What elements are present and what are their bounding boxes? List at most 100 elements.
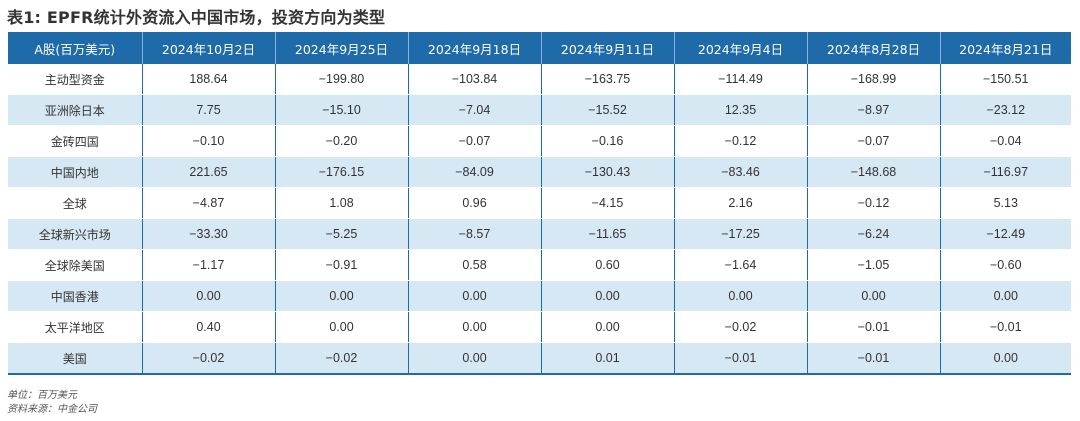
table-cell: −0.10	[141, 125, 275, 157]
header-cell: 2024年9月11日	[540, 32, 674, 64]
table-cell: −0.60	[939, 249, 1071, 281]
table-cell: 0.00	[274, 280, 408, 312]
table-cell: 7.75	[141, 94, 275, 126]
table-row: 太平洋地区 0.40 0.00 0.00 0.00 −0.02 −0.01 −0…	[8, 311, 1071, 343]
row-label: 金砖四国	[8, 125, 142, 157]
table-cell: −15.10	[274, 94, 408, 126]
table-cell: 0.00	[939, 280, 1071, 312]
table-cell: −0.04	[939, 125, 1071, 157]
table-cell: 0.40	[141, 311, 275, 343]
row-label: 亚洲除日本	[8, 94, 142, 126]
table-cell: −0.12	[673, 125, 807, 157]
table-cell: −83.46	[673, 156, 807, 188]
table-row: 主动型资金 188.64 −199.80 −103.84 −163.75 −11…	[8, 64, 1071, 95]
table-cell: −1.64	[673, 249, 807, 281]
table-cell: 0.00	[407, 342, 541, 375]
table-cell: −0.20	[274, 125, 408, 157]
table-cell: −8.97	[806, 94, 940, 126]
table-cell: −0.91	[274, 249, 408, 281]
table-cell: 0.00	[540, 280, 674, 312]
row-label: 美国	[8, 342, 142, 375]
table-cell: 5.13	[939, 187, 1071, 219]
table-cell: −8.57	[407, 218, 541, 250]
table-cell: −0.01	[939, 311, 1071, 343]
table-row: 中国内地 221.65 −176.15 −84.09 −130.43 −83.4…	[8, 156, 1071, 188]
table-cell: 221.65	[141, 156, 275, 188]
table-cell: −6.24	[806, 218, 940, 250]
row-label: 全球除美国	[8, 249, 142, 281]
table-cell: −1.05	[806, 249, 940, 281]
table-cell: −0.01	[806, 342, 940, 375]
table-header-row: A股(百万美元) 2024年10月2日 2024年9月25日 2024年9月18…	[8, 32, 1071, 64]
header-cell: 2024年9月18日	[407, 32, 541, 64]
epfr-flow-table: A股(百万美元) 2024年10月2日 2024年9月25日 2024年9月18…	[8, 32, 1071, 375]
table-cell: −0.16	[540, 125, 674, 157]
table-cell: −12.49	[939, 218, 1071, 250]
unit-note: 单位：百万美元	[7, 390, 77, 401]
table-cell: −0.02	[274, 342, 408, 375]
table-cell: −23.12	[939, 94, 1071, 126]
table-cell: 0.00	[274, 311, 408, 343]
table-cell: 0.00	[939, 342, 1071, 375]
table-cell: −199.80	[274, 64, 408, 95]
header-cell: 2024年8月28日	[806, 32, 940, 64]
table-cell: −0.02	[673, 311, 807, 343]
table-cell: 2.16	[673, 187, 807, 219]
table-cell: −116.97	[939, 156, 1071, 188]
table-cell: −17.25	[673, 218, 807, 250]
table-cell: −168.99	[806, 64, 940, 95]
table-row: 全球 −4.87 1.08 0.96 −4.15 2.16 −0.12 5.13	[8, 187, 1071, 219]
table-cell: −15.52	[540, 94, 674, 126]
table-cell: −7.04	[407, 94, 541, 126]
row-label: 全球	[8, 187, 142, 219]
table-row: 全球新兴市场 −33.30 −5.25 −8.57 −11.65 −17.25 …	[8, 218, 1071, 250]
row-label: 太平洋地区	[8, 311, 142, 343]
table-row: 金砖四国 −0.10 −0.20 −0.07 −0.16 −0.12 −0.07…	[8, 125, 1071, 157]
table-cell: −0.07	[407, 125, 541, 157]
table-cell: −0.01	[806, 311, 940, 343]
table-cell: −150.51	[939, 64, 1071, 95]
table-cell: 0.00	[540, 311, 674, 343]
table-row: 亚洲除日本 7.75 −15.10 −7.04 −15.52 12.35 −8.…	[8, 94, 1071, 126]
table-title: 表1: EPFR统计外资流入中国市场，投资方向为类型	[7, 8, 386, 27]
table-cell: −5.25	[274, 218, 408, 250]
table-cell: 188.64	[141, 64, 275, 95]
table-cell: −11.65	[540, 218, 674, 250]
table-cell: −1.17	[141, 249, 275, 281]
table-cell: 0.01	[540, 342, 674, 375]
table-cell: −103.84	[407, 64, 541, 95]
table-cell: −0.07	[806, 125, 940, 157]
table-cell: 0.00	[673, 280, 807, 312]
table-cell: −33.30	[141, 218, 275, 250]
table-cell: −130.43	[540, 156, 674, 188]
table-cell: −163.75	[540, 64, 674, 95]
table-cell: −0.02	[141, 342, 275, 375]
table-cell: 12.35	[673, 94, 807, 126]
row-label: 中国内地	[8, 156, 142, 188]
table-cell: −148.68	[806, 156, 940, 188]
table-cell: 1.08	[274, 187, 408, 219]
table-cell: −114.49	[673, 64, 807, 95]
table-cell: −0.01	[673, 342, 807, 375]
header-cell: 2024年8月21日	[939, 32, 1071, 64]
table-cell: 0.58	[407, 249, 541, 281]
header-cell: 2024年9月4日	[673, 32, 807, 64]
header-cell: 2024年9月25日	[274, 32, 408, 64]
table-cell: 0.00	[407, 311, 541, 343]
row-label: 全球新兴市场	[8, 218, 142, 250]
header-cell: A股(百万美元)	[8, 32, 142, 64]
row-label: 中国香港	[8, 280, 142, 312]
table-cell: −176.15	[274, 156, 408, 188]
table-cell: 0.96	[407, 187, 541, 219]
table-cell: 0.00	[806, 280, 940, 312]
table-cell: −0.12	[806, 187, 940, 219]
table-cell: 0.00	[141, 280, 275, 312]
table-cell: 0.00	[407, 280, 541, 312]
header-cell: 2024年10月2日	[141, 32, 275, 64]
table-row: 美国 −0.02 −0.02 0.00 0.01 −0.01 −0.01 0.0…	[8, 342, 1071, 375]
table-cell: −4.87	[141, 187, 275, 219]
table-row: 全球除美国 −1.17 −0.91 0.58 0.60 −1.64 −1.05 …	[8, 249, 1071, 281]
table-cell: 0.60	[540, 249, 674, 281]
table-row: 中国香港 0.00 0.00 0.00 0.00 0.00 0.00 0.00	[8, 280, 1071, 312]
row-label: 主动型资金	[8, 64, 142, 95]
